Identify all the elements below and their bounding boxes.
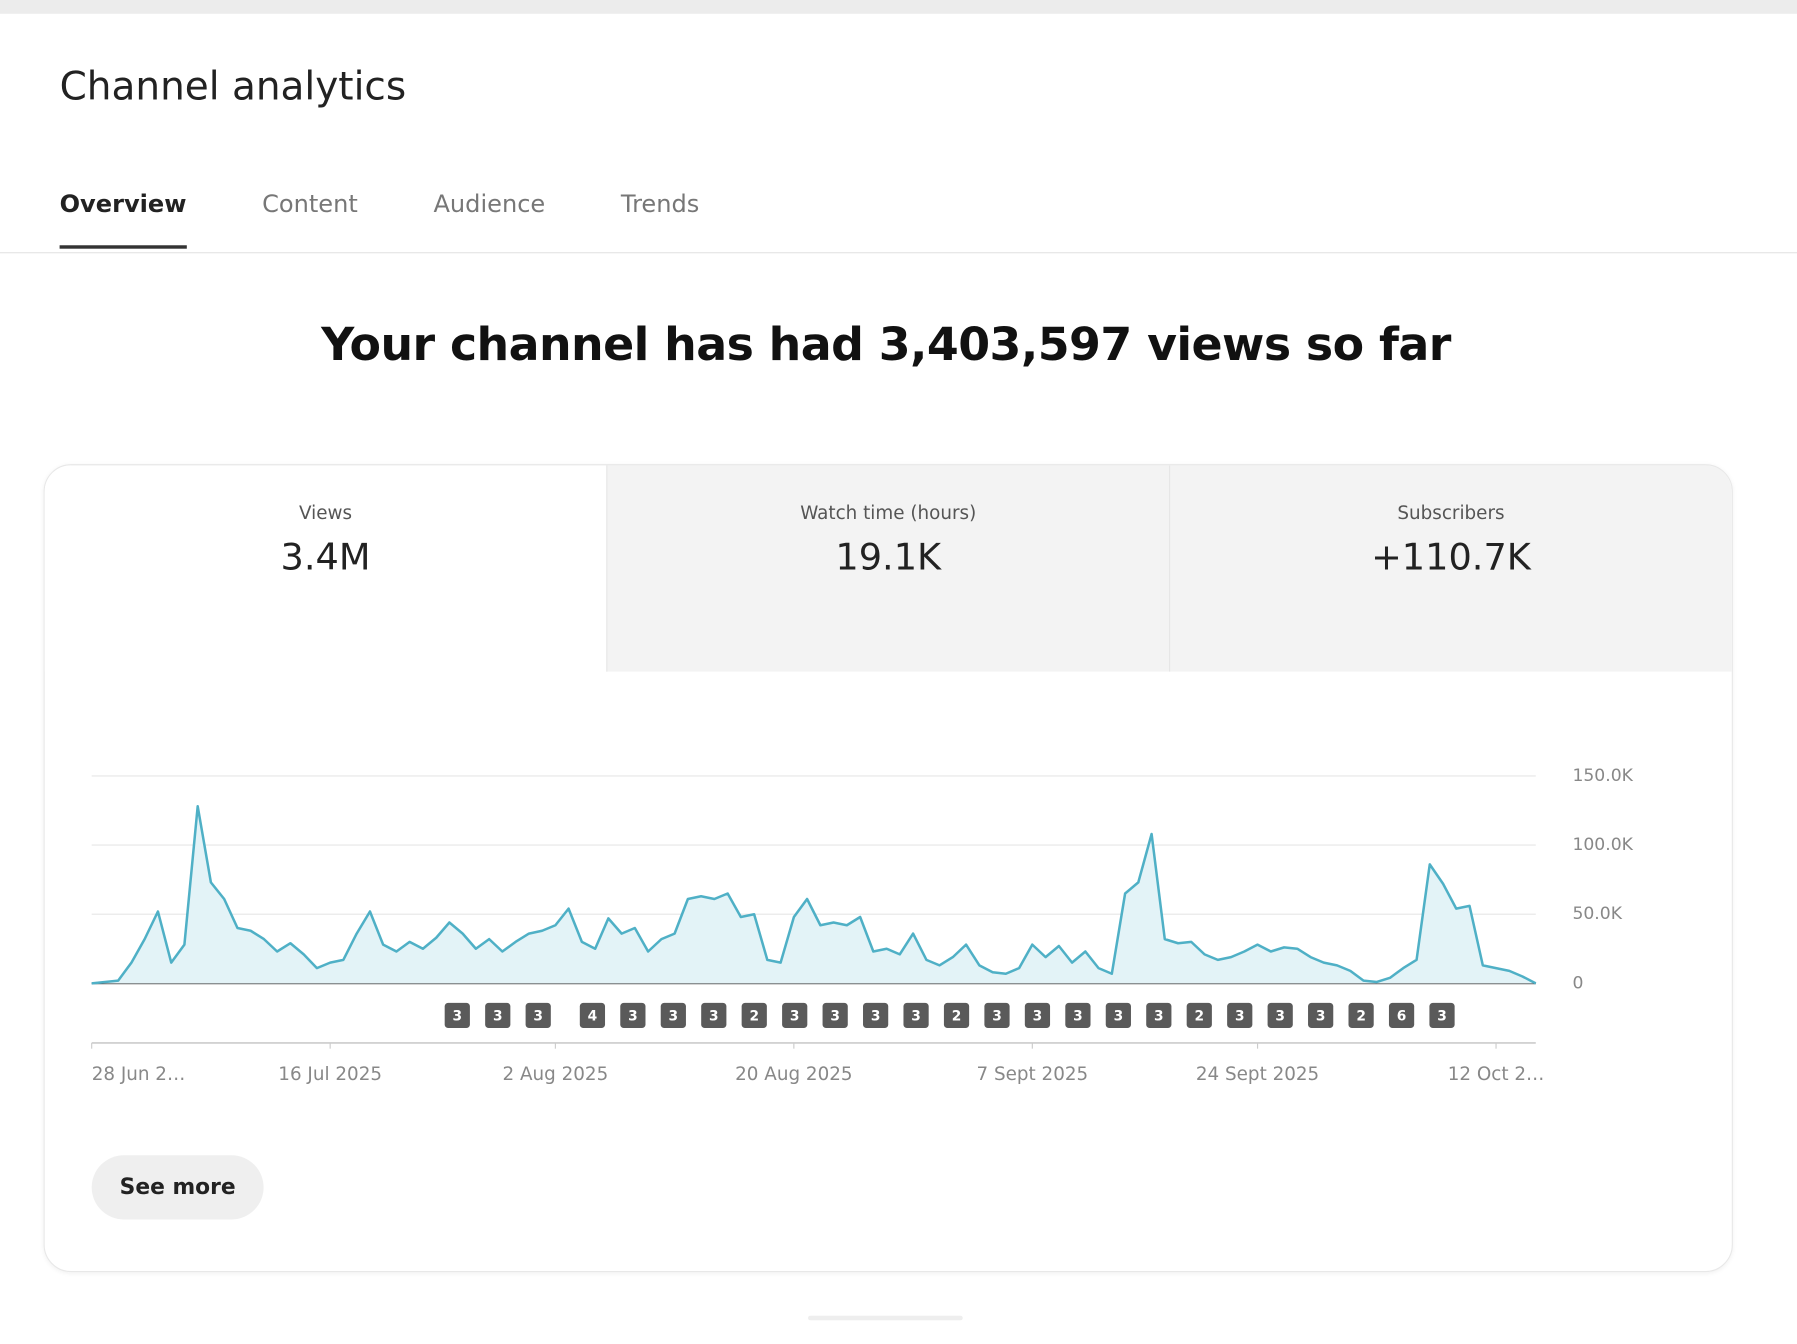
- upload-marker-label: 3: [1275, 1009, 1285, 1025]
- x-tick-label: 7 Sept 2025: [976, 1064, 1088, 1085]
- upload-marker-label: 3: [533, 1009, 543, 1025]
- metric-label: Watch time (hours): [800, 501, 977, 524]
- overview-card: Views 3.4M Watch time (hours) 19.1K Subscrib…: [43, 464, 1733, 1273]
- upload-marker: [485, 1002, 511, 1029]
- upload-marker-label: 2: [749, 1009, 759, 1025]
- tab[interactable]: Trends: [620, 190, 700, 218]
- upload-marker: [1146, 1002, 1172, 1029]
- upload-marker-label: 3: [628, 1009, 638, 1025]
- metric-row: Views 3.4M Watch time (hours) 19.1K Subscrib…: [44, 465, 1732, 672]
- upload-marker-label: 3: [709, 1009, 719, 1025]
- upload-marker: [1105, 1002, 1131, 1029]
- upload-marker: [1308, 1002, 1334, 1029]
- upload-marker-label: 3: [1154, 1009, 1164, 1025]
- upload-marker-label: 3: [669, 1009, 679, 1025]
- metric-label: Subscribers: [1397, 501, 1505, 524]
- metric-label: Views: [298, 501, 353, 524]
- see-more-button[interactable]: See more: [91, 1155, 264, 1220]
- upload-marker-label: 3: [871, 1009, 881, 1025]
- upload-marker-label: 3: [1437, 1009, 1447, 1025]
- upload-marker: [1429, 1002, 1455, 1029]
- upload-marker-label: 2: [1194, 1009, 1204, 1025]
- area: [91, 806, 1536, 984]
- metric-tile[interactable]: Subscribers +110.7K: [1169, 465, 1732, 672]
- upload-marker: [701, 1002, 727, 1029]
- x-tick-label: 2 Aug 2025: [503, 1064, 609, 1085]
- upload-marker-label: 4: [588, 1009, 598, 1025]
- scroll-indicator: [808, 1315, 963, 1321]
- upload-marker: [984, 1002, 1010, 1029]
- divider: [0, 252, 1797, 254]
- x-tick-label: 28 Jun 2…: [92, 1064, 186, 1085]
- y-tick-label: 50.0K: [1572, 904, 1622, 924]
- y-tick-label: 150.0K: [1572, 766, 1633, 786]
- upload-marker: [1348, 1002, 1374, 1029]
- upload-marker: [741, 1002, 767, 1029]
- upload-marker: [620, 1002, 646, 1029]
- upload-marker: [782, 1002, 808, 1029]
- upload-marker: [1388, 1002, 1415, 1029]
- upload-marker-label: 3: [1033, 1009, 1043, 1025]
- upload-marker: [1024, 1002, 1051, 1029]
- upload-marker-label: 2: [952, 1009, 962, 1025]
- tab-bar: Overview Content Audience Trends: [59, 190, 700, 249]
- upload-marker: [822, 1002, 848, 1029]
- x-tick-label: 12 Oct 2…: [1448, 1064, 1545, 1085]
- metric-value: 19.1K: [835, 535, 942, 579]
- y-tick-label: 0: [1572, 973, 1583, 993]
- upload-marker-label: 3: [1073, 1009, 1083, 1025]
- upload-marker: [1227, 1002, 1253, 1029]
- upload-marker-label: 3: [1114, 1009, 1124, 1025]
- upload-marker: [525, 1002, 551, 1029]
- upload-marker-label: 3: [1316, 1009, 1326, 1025]
- upload-marker: [1065, 1002, 1091, 1029]
- top-bar: [0, 0, 1797, 14]
- line: [91, 805, 1537, 985]
- tab[interactable]: Overview: [59, 190, 187, 249]
- upload-marker: [444, 1002, 470, 1029]
- upload-marker: [660, 1002, 686, 1029]
- tab[interactable]: Content: [262, 190, 358, 218]
- metric-value: 3.4M: [280, 535, 371, 579]
- tab[interactable]: Audience: [433, 190, 546, 218]
- x-tick-label: 20 Aug 2025: [735, 1064, 852, 1085]
- metric-value: +110.7K: [1371, 535, 1531, 579]
- upload-marker: [1267, 1002, 1293, 1029]
- upload-marker-label: 3: [493, 1009, 503, 1025]
- upload-marker-label: 2: [1356, 1009, 1366, 1025]
- upload-marker: [1186, 1002, 1212, 1029]
- upload-marker-label: 3: [1235, 1009, 1245, 1025]
- upload-marker: [863, 1002, 889, 1029]
- upload-marker-label: 3: [992, 1009, 1002, 1025]
- headline: Your channel has had 3,403,597 views so …: [321, 318, 1451, 372]
- metric-tile[interactable]: Views 3.4M: [44, 465, 607, 672]
- upload-marker-label: 6: [1397, 1009, 1407, 1025]
- upload-marker-label: 3: [453, 1009, 463, 1025]
- y-tick-label: 100.0K: [1572, 835, 1633, 855]
- upload-marker-label: 3: [911, 1009, 921, 1025]
- upload-marker-label: 3: [830, 1009, 840, 1025]
- metric-tile[interactable]: Watch time (hours) 19.1K: [606, 465, 1170, 672]
- upload-marker: [903, 1002, 929, 1029]
- upload-marker: [579, 1002, 606, 1029]
- x-tick-label: 24 Sept 2025: [1196, 1064, 1319, 1085]
- upload-marker-label: 3: [790, 1009, 800, 1025]
- x-tick-label: 16 Jul 2025: [278, 1064, 382, 1085]
- upload-marker: [943, 1002, 970, 1029]
- page-title: Channel analytics: [59, 64, 407, 111]
